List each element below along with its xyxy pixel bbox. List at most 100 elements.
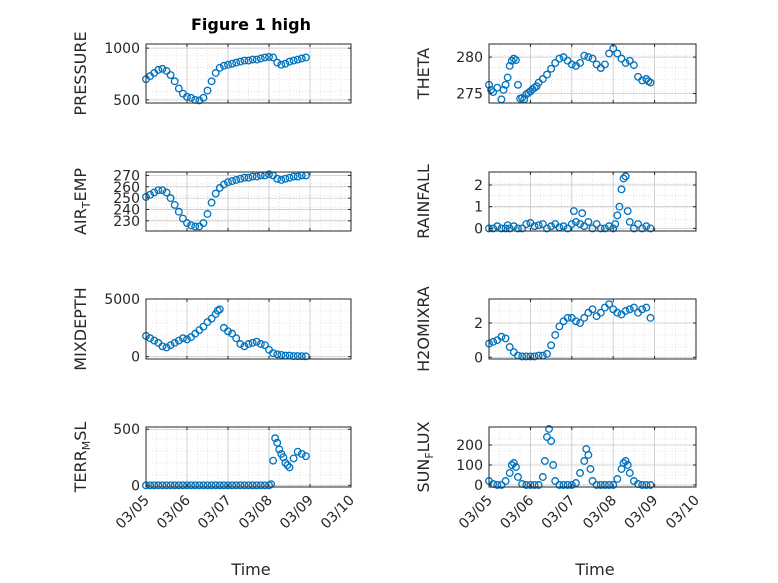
axes-box bbox=[145, 298, 352, 360]
data-point bbox=[507, 56, 516, 65]
data-point bbox=[619, 174, 628, 183]
data-point bbox=[199, 481, 208, 490]
subplot-8: 0 100 200 03/05 03/06 03/07 03/08 03/09 03/10 SUN… bbox=[414, 421, 703, 532]
data-point bbox=[236, 174, 245, 183]
plot-area bbox=[489, 172, 696, 231]
data-point bbox=[600, 224, 609, 233]
data-point bbox=[617, 54, 626, 63]
data-point bbox=[592, 481, 601, 489]
data-point bbox=[534, 221, 543, 230]
data-point bbox=[586, 465, 595, 473]
y-axis-label-main: TERR bbox=[71, 450, 90, 493]
data-point bbox=[260, 53, 269, 62]
axes-box bbox=[488, 298, 697, 360]
axes-box bbox=[488, 43, 697, 104]
data-point bbox=[191, 481, 200, 490]
data-point bbox=[489, 88, 498, 97]
data-point bbox=[166, 481, 175, 490]
data-point bbox=[530, 222, 539, 231]
data-point bbox=[248, 172, 257, 181]
data-point bbox=[638, 305, 647, 314]
data-point bbox=[530, 83, 539, 92]
data-point bbox=[277, 351, 286, 359]
data-point bbox=[522, 352, 531, 361]
data-point bbox=[199, 219, 208, 228]
data-point bbox=[187, 221, 196, 230]
data-point bbox=[166, 341, 175, 350]
y-tick-label: 280 bbox=[456, 50, 483, 66]
data-point bbox=[232, 58, 241, 67]
data-point bbox=[567, 481, 576, 489]
data-point bbox=[285, 173, 294, 182]
data-point bbox=[538, 75, 547, 83]
data-point bbox=[580, 313, 589, 322]
data-point bbox=[600, 60, 609, 69]
x-tick-label: 03/10 bbox=[663, 493, 703, 533]
data-point bbox=[150, 188, 159, 197]
data-point bbox=[611, 220, 620, 229]
data-point bbox=[503, 73, 512, 82]
y-tick-label: 250 bbox=[113, 191, 140, 207]
data-point bbox=[248, 481, 257, 490]
data-point bbox=[569, 207, 578, 215]
y-tick-label: 1 bbox=[474, 200, 483, 216]
data-point bbox=[580, 222, 589, 231]
data-point bbox=[543, 433, 551, 441]
y-tick-label: 5000 bbox=[104, 292, 140, 308]
data-point bbox=[269, 456, 278, 465]
data-point bbox=[634, 220, 642, 229]
y-tick-label: 240 bbox=[113, 202, 140, 218]
data-point bbox=[244, 173, 253, 182]
data-point bbox=[273, 438, 282, 447]
data-point bbox=[256, 54, 265, 63]
data-point bbox=[162, 188, 171, 197]
data-point bbox=[547, 341, 556, 350]
data-point bbox=[240, 481, 249, 490]
data-point bbox=[613, 308, 622, 317]
data-point bbox=[248, 338, 257, 347]
data-point bbox=[588, 54, 597, 63]
data-point bbox=[252, 55, 261, 64]
data-point bbox=[638, 481, 647, 489]
axes-box bbox=[488, 426, 697, 488]
data-point bbox=[555, 322, 564, 331]
figure-title: Figure 1 high bbox=[191, 15, 311, 34]
data-point bbox=[499, 85, 508, 94]
data-point bbox=[580, 457, 589, 465]
data-point bbox=[625, 56, 634, 65]
data-point bbox=[567, 220, 576, 229]
data-point bbox=[244, 56, 253, 65]
y-axis-label-main: AIR bbox=[71, 208, 90, 235]
y-axis-label-main: H2OMIXRA bbox=[414, 286, 433, 372]
data-point bbox=[563, 313, 572, 322]
data-point bbox=[162, 481, 171, 490]
data-point bbox=[273, 350, 282, 359]
data-point bbox=[273, 58, 282, 67]
data-point bbox=[538, 473, 547, 481]
data-point bbox=[301, 452, 310, 461]
data-point bbox=[588, 224, 597, 233]
y-axis-label-main: RAINFALL bbox=[414, 164, 433, 239]
data-point bbox=[211, 189, 220, 198]
y-tick-label: 0 bbox=[131, 478, 140, 494]
data-point bbox=[505, 61, 514, 70]
data-point bbox=[178, 481, 187, 490]
data-point bbox=[256, 340, 265, 348]
x-tick-label: 03/05 bbox=[113, 493, 153, 533]
data-point bbox=[146, 190, 155, 199]
data-point bbox=[178, 214, 187, 223]
subplot-1: 500 1000 PRESSURE bbox=[71, 31, 352, 116]
data-point bbox=[509, 222, 518, 231]
data-point bbox=[183, 481, 191, 490]
data-point bbox=[285, 57, 294, 66]
data-point bbox=[232, 481, 241, 490]
data-point bbox=[166, 71, 175, 80]
data-point bbox=[162, 343, 171, 352]
data-point bbox=[522, 481, 531, 489]
data-point bbox=[240, 342, 249, 351]
data-point bbox=[252, 172, 261, 181]
x-tick-label: 03/08 bbox=[580, 493, 620, 533]
y-tick-label: 270 bbox=[113, 168, 140, 184]
data-point bbox=[285, 463, 294, 472]
data-point bbox=[613, 475, 622, 483]
